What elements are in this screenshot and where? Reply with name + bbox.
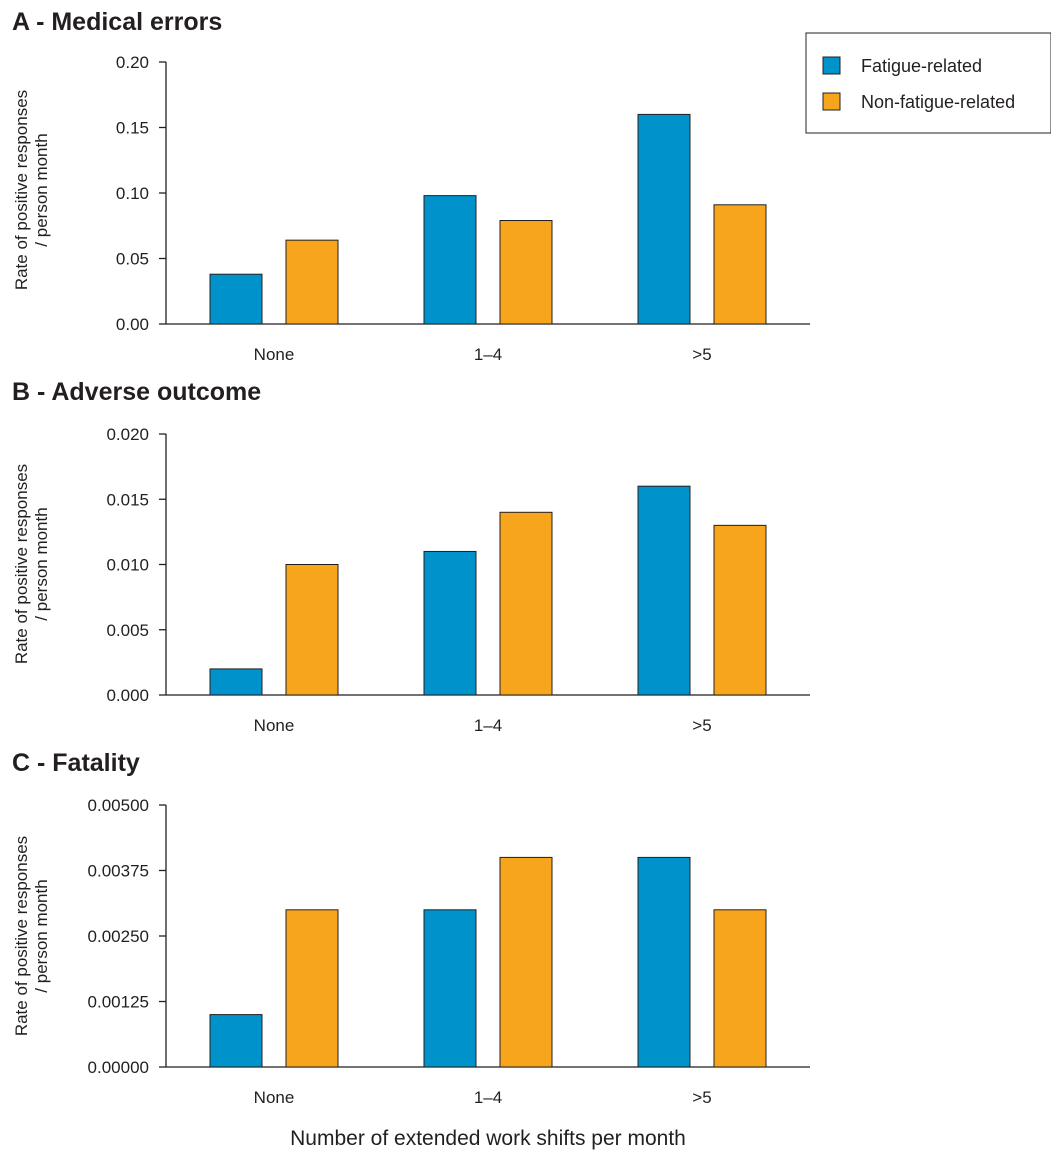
panel-title: C - Fatality: [12, 749, 140, 777]
y-tick-label: 0.015: [106, 490, 149, 509]
category-label: None: [254, 1088, 295, 1107]
y-axis-label-line: / person month: [32, 133, 51, 246]
bar-fatigue: [209, 1014, 263, 1068]
legend-label-fatigue: Fatigue-related: [861, 56, 982, 76]
y-tick-label: 0.000: [106, 686, 149, 705]
y-axis-label: Rate of positive responses/ person month: [12, 464, 51, 664]
bar-fatigue: [637, 113, 691, 325]
bar-non-fatigue: [285, 909, 339, 1068]
bar-non-fatigue: [713, 909, 767, 1068]
chart-panel-1: B - Adverse outcome Rate of positive resp…: [12, 378, 810, 735]
panel-title: B - Adverse outcome: [12, 378, 261, 406]
chart-panels: A - Medical errors Rate of positive respo…: [12, 8, 810, 1107]
bar-non-fatigue: [499, 511, 553, 696]
y-axis-label-line: / person month: [32, 507, 51, 620]
bar-fatigue: [423, 909, 477, 1068]
bar-non-fatigue: [713, 204, 767, 325]
legend: Fatigue-related Non-fatigue-related: [805, 32, 1051, 134]
legend-frame: [805, 32, 1051, 134]
category-label: 1–4: [474, 345, 502, 364]
y-tick-label: 0.00125: [88, 993, 149, 1012]
panel-title: A - Medical errors: [12, 8, 222, 36]
bar-fatigue: [637, 856, 691, 1068]
y-axis-label-line: / person month: [32, 879, 51, 992]
y-tick-label: 0.00250: [88, 927, 149, 946]
bar-fatigue: [423, 195, 477, 325]
y-axis-label-line: Rate of positive responses: [12, 464, 31, 664]
legend-swatch-fatigue: [822, 56, 841, 75]
y-tick-label: 0.005: [106, 621, 149, 640]
y-tick-label: 0.10: [116, 184, 149, 203]
legend-label-non-fatigue: Non-fatigue-related: [861, 92, 1015, 112]
legend-swatch-non-fatigue: [822, 92, 841, 111]
category-label: 1–4: [474, 1088, 502, 1107]
category-label: None: [254, 716, 295, 735]
bar-fatigue: [209, 273, 263, 325]
chart-panel-2: C - Fatality Rate of positive responses/ …: [12, 749, 810, 1107]
category-label: >5: [692, 716, 711, 735]
bar-non-fatigue: [285, 239, 339, 325]
y-tick-label: 0.010: [106, 556, 149, 575]
category-label: >5: [692, 345, 711, 364]
bar-non-fatigue: [713, 524, 767, 696]
y-tick-label: 0.020: [106, 425, 149, 444]
bar-non-fatigue: [499, 220, 553, 325]
chart-panel-0: A - Medical errors Rate of positive respo…: [12, 8, 810, 364]
bar-fatigue: [423, 550, 477, 696]
y-tick-label: 0.20: [116, 53, 149, 72]
y-tick-label: 0.00375: [88, 862, 149, 881]
x-axis-label: Number of extended work shifts per month: [290, 1127, 686, 1150]
category-label: >5: [692, 1088, 711, 1107]
category-label: None: [254, 345, 295, 364]
y-tick-label: 0.05: [116, 250, 149, 269]
bar-fatigue: [637, 485, 691, 696]
bar-non-fatigue: [285, 564, 339, 696]
y-tick-label: 0.15: [116, 119, 149, 138]
y-axis-label-line: Rate of positive responses: [12, 836, 31, 1036]
y-tick-label: 0.00: [116, 315, 149, 334]
y-tick-label: 0.00000: [88, 1058, 149, 1077]
y-tick-label: 0.00500: [88, 796, 149, 815]
bar-non-fatigue: [499, 856, 553, 1068]
category-label: 1–4: [474, 716, 502, 735]
y-axis-label-line: Rate of positive responses: [12, 90, 31, 290]
bar-fatigue: [209, 668, 263, 696]
y-axis-label: Rate of positive responses/ person month: [12, 90, 51, 290]
y-axis-label: Rate of positive responses/ person month: [12, 836, 51, 1036]
